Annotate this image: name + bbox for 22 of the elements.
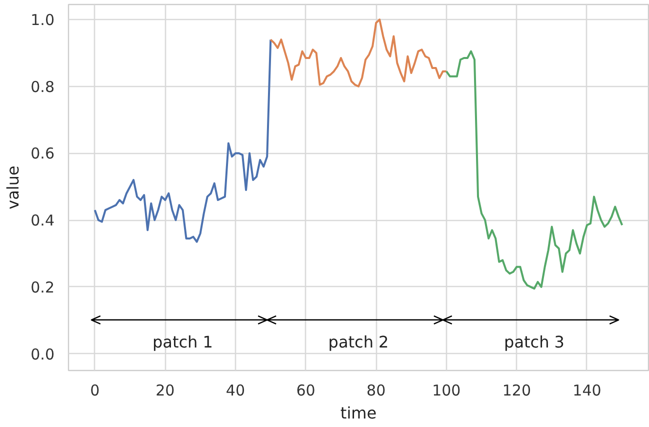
y-tick-label: 1.0 [30, 11, 55, 30]
y-tick-label: 0.4 [30, 212, 55, 230]
x-tick-label: 0 [90, 382, 100, 400]
y-tick-label: 0.8 [30, 78, 55, 96]
line-series [445, 50, 624, 290]
x-axis-title: time [340, 404, 377, 422]
x-tick-label: 100 [432, 382, 461, 400]
x-tick-label: 40 [226, 382, 246, 400]
annotation: patch 2 [328, 332, 389, 352]
x-tick-label: 20 [156, 382, 175, 400]
x-tick-label: 120 [502, 382, 532, 400]
annotation: patch 3 [504, 332, 564, 352]
x-tick-label: 60 [296, 382, 316, 400]
annotation: patch 1 [152, 332, 213, 352]
line-series [270, 18, 448, 88]
x-tick-label: 140 [572, 382, 602, 400]
y-tick-label: 0.2 [30, 278, 55, 296]
y-tick-label: 0.6 [30, 144, 55, 163]
x-tick-label: 80 [366, 382, 386, 400]
y-axis-title: value [4, 166, 23, 210]
y-tick-label: 0.0 [30, 345, 55, 364]
line-series [94, 38, 272, 243]
